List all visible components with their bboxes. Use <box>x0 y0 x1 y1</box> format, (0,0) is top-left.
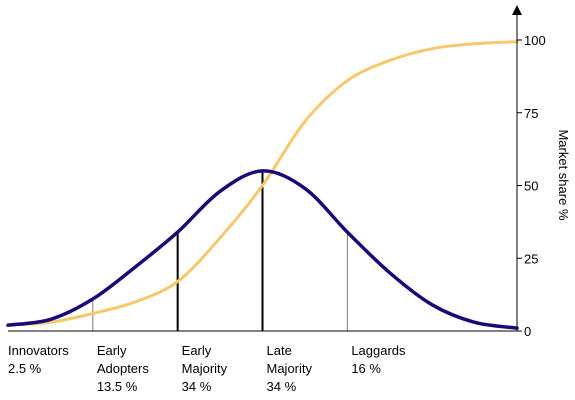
segment-label-line: Majority <box>181 361 228 376</box>
segment-label-line: 34 % <box>266 379 297 394</box>
segment-label-2: Early Majority 34 % <box>182 342 228 396</box>
segment-label-3: Late Majority 34 % <box>267 342 313 396</box>
segment-dividers <box>92 170 348 331</box>
y-axis-title: Market share % <box>556 129 571 220</box>
segment-label-line: 13.5 % <box>96 379 138 394</box>
segment-label-0: Innovators 2.5 % <box>8 342 69 378</box>
y-tick-label: 25 <box>524 251 538 266</box>
cumulative-market-share-line <box>6 40 519 327</box>
segment-label-line: Early <box>181 343 212 358</box>
segment-label-line: Laggards <box>351 343 406 358</box>
y-tick-label: 75 <box>524 106 538 121</box>
adoption-bell-curve-line <box>6 169 519 330</box>
y-tick-label: 100 <box>524 33 546 48</box>
segment-label-line: Innovators <box>8 343 69 358</box>
segment-label-line: 34 % <box>181 379 212 394</box>
segment-label-line: Adopters <box>96 361 149 376</box>
segment-label-line: Early <box>96 343 127 358</box>
y-tick-label: 0 <box>524 324 531 339</box>
segment-label-line: Late <box>266 343 292 358</box>
segment-label-line: 16 % <box>351 361 381 376</box>
y-tick-label: 50 <box>524 179 538 194</box>
axes: 0 25 50 75 100 <box>8 5 546 339</box>
segment-label-line: 2.5 % <box>8 361 42 376</box>
segment-label-line: Majority <box>266 361 313 376</box>
curves <box>6 40 519 330</box>
segment-label-1: Early Adopters 13.5 % <box>97 342 149 396</box>
segment-label-4: Laggards 16 % <box>351 342 405 378</box>
